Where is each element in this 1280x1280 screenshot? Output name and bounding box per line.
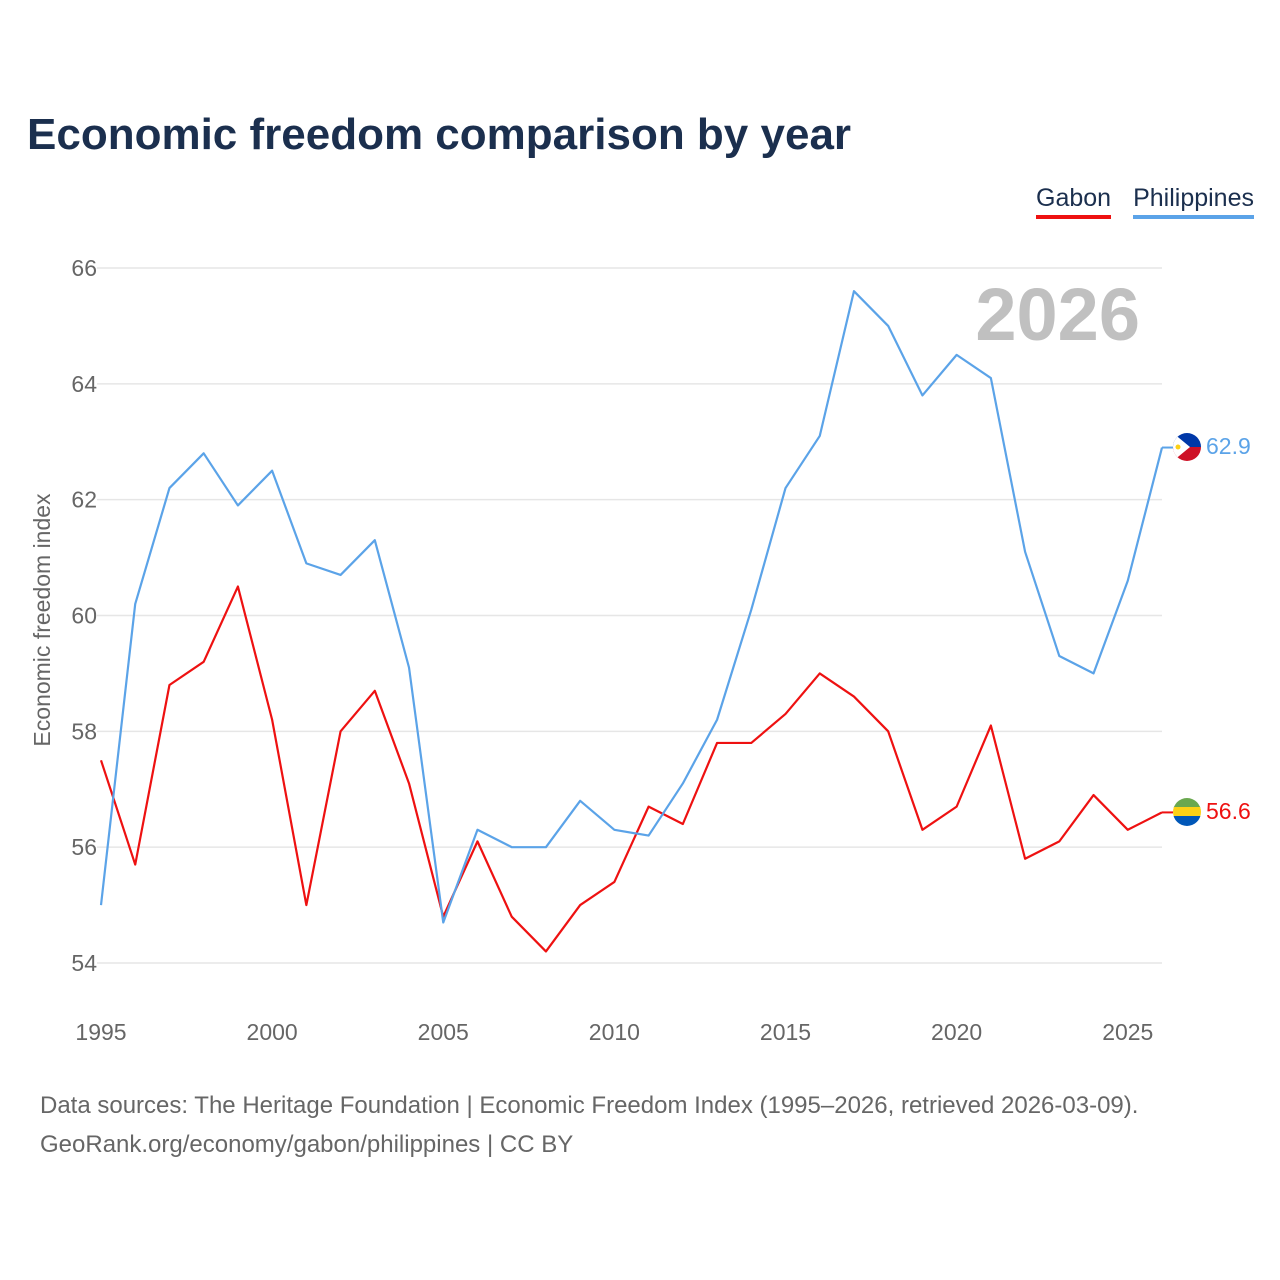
- x-tick-label: 2005: [418, 1019, 469, 1045]
- x-tick-label: 1995: [75, 1019, 126, 1045]
- y-tick-label: 60: [71, 603, 97, 629]
- legend: Gabon Philippines: [1036, 184, 1254, 219]
- gabon-flag-icon: [1173, 798, 1201, 826]
- y-axis-label: Economic freedom index: [29, 493, 55, 747]
- x-tick-label: 2000: [247, 1019, 298, 1045]
- source-link[interactable]: GeoRank.org/economy/gabon/philippines | …: [40, 1131, 574, 1158]
- x-tick-label: 2015: [760, 1019, 811, 1045]
- gabon-end-label: 56.6: [1206, 798, 1251, 824]
- y-tick-label: 58: [71, 718, 97, 744]
- series-line-philippines: [99, 290, 1164, 924]
- y-tick-label: 64: [71, 371, 97, 397]
- legend-philippines[interactable]: Philippines: [1133, 184, 1254, 219]
- philippines-flag-icon: [1173, 433, 1201, 461]
- x-tick-label: 2025: [1102, 1019, 1153, 1045]
- year-watermark: 2026: [975, 273, 1140, 356]
- footer: Data sources: The Heritage Foundation | …: [40, 1086, 1138, 1164]
- legend-gabon[interactable]: Gabon: [1036, 184, 1112, 219]
- y-tick-label: 62: [71, 487, 97, 513]
- y-tick-label: 54: [71, 950, 97, 976]
- x-tick-label: 2010: [589, 1019, 640, 1045]
- x-tick-label: 2020: [931, 1019, 982, 1045]
- philippines-end-label: 62.9: [1206, 433, 1251, 459]
- y-tick-label: 56: [71, 834, 97, 860]
- y-tick-label: 66: [71, 255, 97, 281]
- data-source: Data sources: The Heritage Foundation | …: [40, 1092, 1139, 1119]
- series-line-gabon: [99, 585, 1163, 953]
- chart-title: Economic freedom comparison by year: [27, 110, 852, 159]
